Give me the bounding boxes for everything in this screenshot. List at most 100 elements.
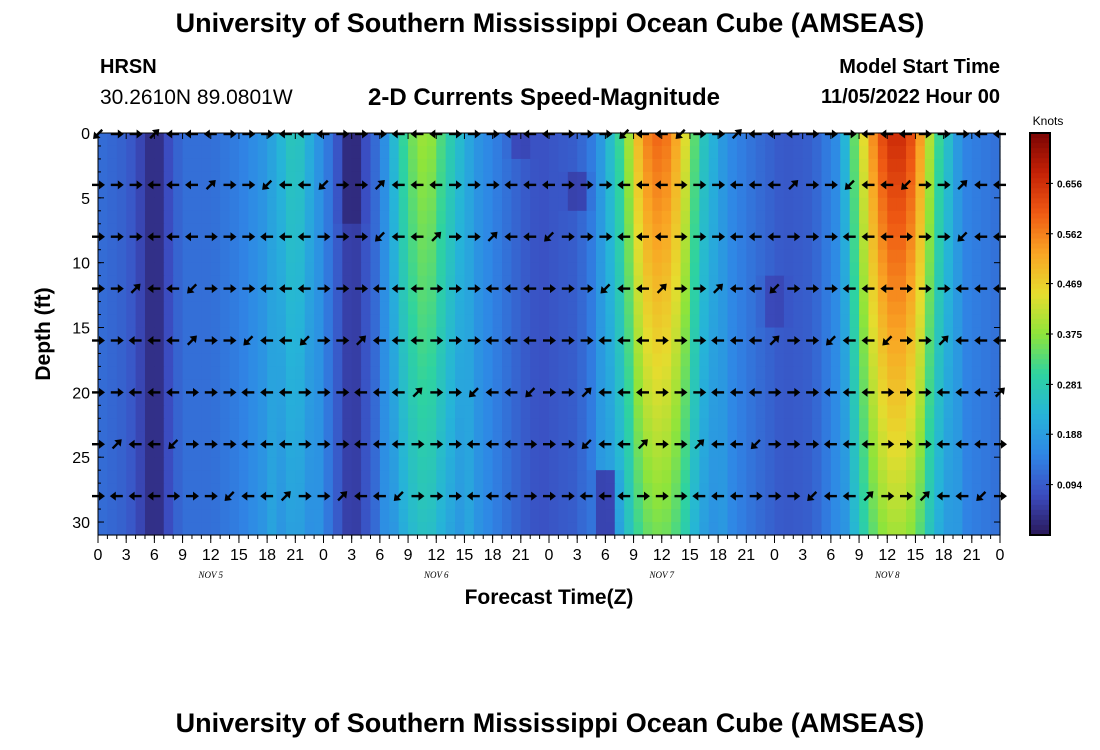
heatmap-cell [699,249,710,264]
current-arrow [824,284,838,294]
heatmap-cell [173,133,184,147]
heatmap-cell [586,249,597,264]
current-arrow [355,284,369,294]
heatmap-cell [267,184,278,199]
heatmap-cell [210,249,221,264]
heatmap-cell [539,470,550,484]
heatmap-cell [238,444,249,458]
heatmap-cell [689,470,700,484]
heatmap-cell [708,236,719,251]
heatmap-cell [173,314,184,329]
heatmap-cell [915,327,926,342]
heatmap-cell [229,301,240,316]
heatmap-cell [915,366,926,380]
colorbar-segment [1030,349,1050,355]
heatmap-cell [351,496,362,510]
heatmap-cell [502,483,513,497]
heatmap-cell [652,366,663,380]
heatmap-cell [971,509,982,523]
heatmap-cell [896,327,907,342]
current-arrow [693,129,707,139]
heatmap-cell [943,236,954,251]
heatmap-cell [267,444,278,458]
heatmap-cell [389,522,400,536]
heatmap-cell [718,262,729,277]
heatmap-cell [859,457,870,471]
x-tick-label: 0 [545,547,554,564]
heatmap-cell [445,431,456,445]
heatmap-cell [962,496,973,510]
heatmap-cell [276,444,287,458]
heatmap-cell [98,262,108,277]
current-arrow [449,439,462,449]
heatmap-cell [708,444,719,458]
heatmap-cell [295,133,306,147]
heatmap-cell [746,288,757,303]
heatmap-cell [906,236,917,251]
heatmap-cell [304,275,315,290]
current-arrow [391,180,405,190]
current-arrow [599,129,613,139]
heatmap-cell [257,405,268,419]
heatmap-cell [586,522,597,536]
heatmap-cell [389,327,400,342]
heatmap-cell [652,133,663,147]
current-arrow [861,387,875,397]
heatmap-cell [107,483,118,497]
heatmap-cell [859,236,870,251]
heatmap-cell [689,275,700,290]
heatmap-cell [520,327,531,342]
heatmap-cell [107,379,118,393]
heatmap-cell [661,470,672,484]
colorbar-segment [1030,444,1050,451]
heatmap-cell [539,184,550,199]
heatmap-cell [887,145,898,160]
heatmap-cell [783,158,794,173]
heatmap-cell [633,262,644,277]
heatmap-cell [652,145,663,160]
heatmap-cell [765,353,776,368]
heatmap-cell [549,236,559,251]
heatmap-cell [981,133,992,147]
heatmap-cell [680,392,691,406]
heatmap-cell [107,158,118,173]
heatmap-cell [877,418,888,432]
heatmap-cell [915,470,926,484]
heatmap-cell [746,340,757,355]
heatmap-cell [98,340,108,355]
heatmap-cell [210,444,221,458]
heatmap-cell [877,314,888,329]
heatmap-cell [473,236,484,251]
heatmap-cell [812,145,823,160]
heatmap-cell [755,509,766,523]
heatmap-cell [126,210,137,225]
heatmap-cell [445,288,456,303]
heatmap-cell [765,470,776,484]
heatmap-cell [896,522,907,536]
heatmap-cell [163,379,174,393]
current-arrow [842,439,856,449]
heatmap-cell [276,197,287,212]
heatmap-cell [210,418,221,432]
heatmap-cell [144,418,155,432]
x-tick-label: 0 [770,547,779,564]
current-arrow [600,283,611,294]
x-tick-label: 21 [963,547,981,564]
heatmap-cell [624,184,635,199]
heatmap-cell [473,210,484,225]
heatmap-cell [624,249,635,264]
heatmap-cell [558,314,569,329]
heatmap-cell [473,158,484,173]
heatmap-cell [464,249,475,264]
heatmap-cell [755,184,766,199]
colorbar-segment [1030,323,1050,330]
heatmap-cell [671,353,682,368]
current-arrow [242,180,256,190]
heatmap-cell [624,353,635,368]
current-arrow [843,129,857,139]
heatmap-cell [680,496,691,510]
heatmap-cell [840,158,851,173]
current-arrow [693,387,707,397]
heatmap-cell [595,431,606,445]
heatmap-cell [257,275,268,290]
